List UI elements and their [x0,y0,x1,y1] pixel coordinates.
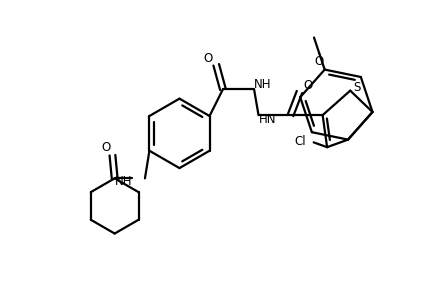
Text: HN: HN [258,113,276,126]
Text: NH: NH [254,78,272,91]
Text: O: O [203,52,213,65]
Text: O: O [303,79,312,92]
Text: O: O [101,141,110,154]
Text: Cl: Cl [294,135,306,148]
Text: NH: NH [115,175,133,188]
Text: S: S [353,81,361,94]
Text: O: O [315,55,324,68]
